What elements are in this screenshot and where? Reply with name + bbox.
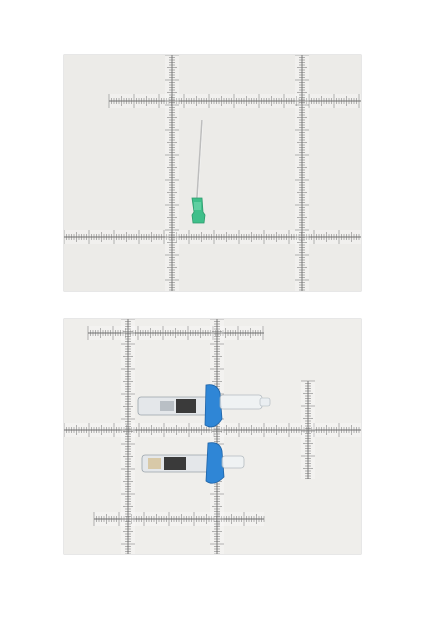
finger-flange xyxy=(205,442,225,484)
needle-photo xyxy=(64,55,361,291)
needle-shaft xyxy=(196,119,203,199)
horizontal-ruler xyxy=(87,326,264,340)
hypodermic-needle xyxy=(191,119,206,224)
plunger-stopper xyxy=(176,399,196,413)
vertical-ruler xyxy=(165,55,179,291)
syringe-bottom xyxy=(141,442,245,484)
ruler-grid xyxy=(64,55,361,291)
horizontal-ruler xyxy=(93,512,265,526)
ruler-grid xyxy=(64,319,361,554)
vertical-ruler xyxy=(301,380,315,479)
vertical-ruler xyxy=(210,319,224,554)
horizontal-ruler xyxy=(64,423,361,437)
plunger-stopper xyxy=(164,457,186,470)
vertical-ruler xyxy=(295,55,309,291)
syringe-top xyxy=(137,384,271,428)
finger-flange xyxy=(204,384,223,428)
horizontal-ruler xyxy=(64,230,361,244)
needle-hub xyxy=(191,197,206,224)
vertical-ruler xyxy=(121,319,135,554)
syringes-photo xyxy=(64,319,361,554)
horizontal-ruler xyxy=(108,94,361,108)
syringes-photo-canvas xyxy=(64,319,361,554)
needle-photo-canvas xyxy=(64,55,361,291)
